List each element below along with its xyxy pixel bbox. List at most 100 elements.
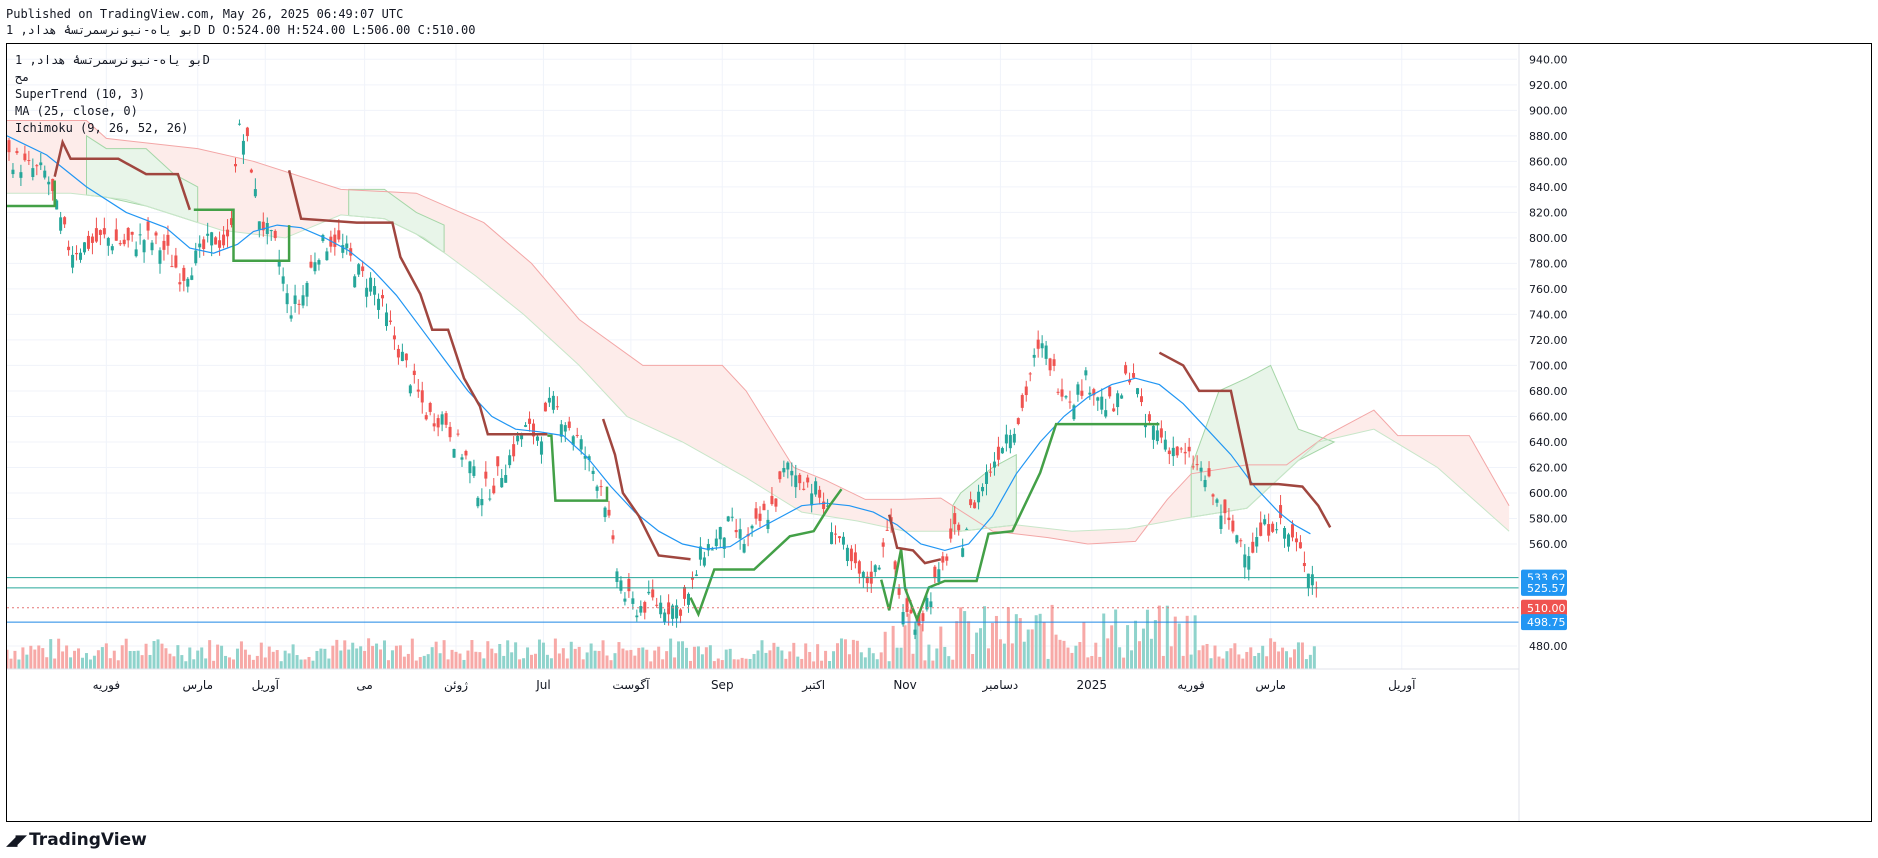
candle-body (1283, 527, 1287, 539)
price-badge (1521, 614, 1567, 631)
candle-body (130, 231, 134, 235)
volume-bar (1261, 645, 1265, 669)
volume-bar (247, 654, 251, 669)
volume-bar (180, 655, 184, 669)
candle-body (381, 295, 385, 299)
candle-body (1028, 373, 1032, 375)
volume-bar (708, 645, 712, 669)
candle-body (472, 466, 476, 476)
volume-bar (526, 647, 530, 669)
symbol-ohlc-line: بو یاه-نیونرسمرتسۀ هداد, 1D D O:524.00 H… (6, 23, 476, 37)
candle-body (293, 295, 297, 304)
volume-bar (17, 659, 21, 669)
price-chart[interactable]: 480.00 560.00 580.00 600.00 620.00 640.00 660.… (7, 44, 1872, 822)
candle-body (440, 414, 444, 425)
candle-body (305, 282, 309, 297)
volume-bar (339, 650, 343, 669)
candle-body (762, 503, 766, 511)
candle-body (619, 580, 623, 591)
volume-bar (1094, 642, 1098, 669)
volume-bar (474, 651, 478, 669)
candle-body (1231, 520, 1235, 532)
volume-bar (911, 653, 915, 669)
candle-body (206, 233, 210, 236)
candle-body (639, 606, 643, 613)
volume-bar (661, 659, 665, 669)
volume-bar (514, 642, 518, 669)
volume-bar (462, 659, 466, 669)
volume-bar (1185, 615, 1189, 669)
volume-bar (927, 644, 931, 669)
volume-bar (1086, 657, 1090, 669)
candle-body (55, 200, 59, 210)
volume-bar (752, 653, 756, 669)
ichimoku-span-a-line (7, 120, 1510, 545)
legend-indicator-ichimoku[interactable]: Ichimoku (9, 26, 52, 26) (15, 121, 189, 135)
candle-body (1211, 494, 1215, 497)
volume-bar (613, 653, 617, 669)
volume-bar (172, 656, 176, 669)
volume-bar (824, 650, 828, 669)
candle-body (897, 587, 901, 595)
volume-bar (1265, 656, 1269, 669)
volume-bar (967, 621, 971, 669)
candle-body (587, 456, 591, 461)
candle-body (830, 532, 834, 545)
volume-bar (732, 659, 736, 669)
candle-body (714, 538, 718, 547)
volume-bar (359, 646, 363, 669)
volume-bar (315, 650, 319, 669)
candle-body (174, 255, 178, 268)
candle-body (353, 276, 357, 288)
candle-body (1136, 388, 1140, 395)
candle-body (122, 239, 126, 245)
candle-body (1195, 464, 1199, 466)
candle-body (408, 385, 412, 394)
candle-body (39, 162, 43, 166)
candle-body (75, 252, 79, 255)
candle-body (154, 232, 158, 236)
candle-body (313, 262, 317, 272)
volume-bar (959, 607, 963, 669)
volume-bar (728, 648, 732, 669)
volume-bar (21, 647, 25, 669)
volume-bar (224, 655, 228, 669)
candle-body (543, 402, 547, 412)
volume-bar (939, 626, 943, 669)
volume-bar (394, 645, 398, 669)
candle-body (857, 561, 861, 574)
volume-bar (303, 659, 307, 669)
volume-bar (116, 660, 120, 669)
volume-bar (645, 649, 649, 669)
chart-panel[interactable]: 480.00 560.00 580.00 600.00 620.00 640.00 660.… (6, 43, 1872, 822)
chart-legend: بو یاه-نیونرسمرتسۀ هداد, 1D مح SuperTren… (15, 52, 210, 137)
candle-body (1056, 391, 1060, 393)
candle-body (988, 471, 992, 473)
candle-body (873, 565, 877, 572)
legend-indicator-supertrend[interactable]: SuperTrend (10, 3) (15, 87, 146, 101)
candle-body (19, 172, 23, 178)
candle-body (1267, 524, 1271, 536)
volume-bar (208, 640, 212, 669)
candle-body (555, 406, 559, 408)
volume-bar (299, 659, 303, 669)
candle-body (15, 151, 19, 154)
legend-indicator-ma[interactable]: MA (25, close, 0) (15, 104, 138, 118)
legend-market: مح (15, 70, 30, 84)
candle-body (583, 455, 587, 459)
volume-bar (573, 648, 577, 669)
candle-body (643, 602, 647, 613)
y-tick-label: 480.00 (1529, 640, 1568, 653)
y-tick-label: 920.00 (1529, 79, 1568, 92)
candle-body (575, 434, 579, 436)
candle-body (1163, 439, 1167, 450)
volume-bar (744, 658, 748, 669)
candle-body (667, 602, 671, 615)
candle-body (444, 413, 448, 425)
candle-body (1108, 386, 1112, 397)
volume-bar (311, 660, 315, 669)
volume-bar (1292, 649, 1296, 669)
volume-bar (267, 646, 271, 669)
x-tick-label: آگوست (612, 677, 650, 693)
volume-bar (923, 660, 927, 669)
